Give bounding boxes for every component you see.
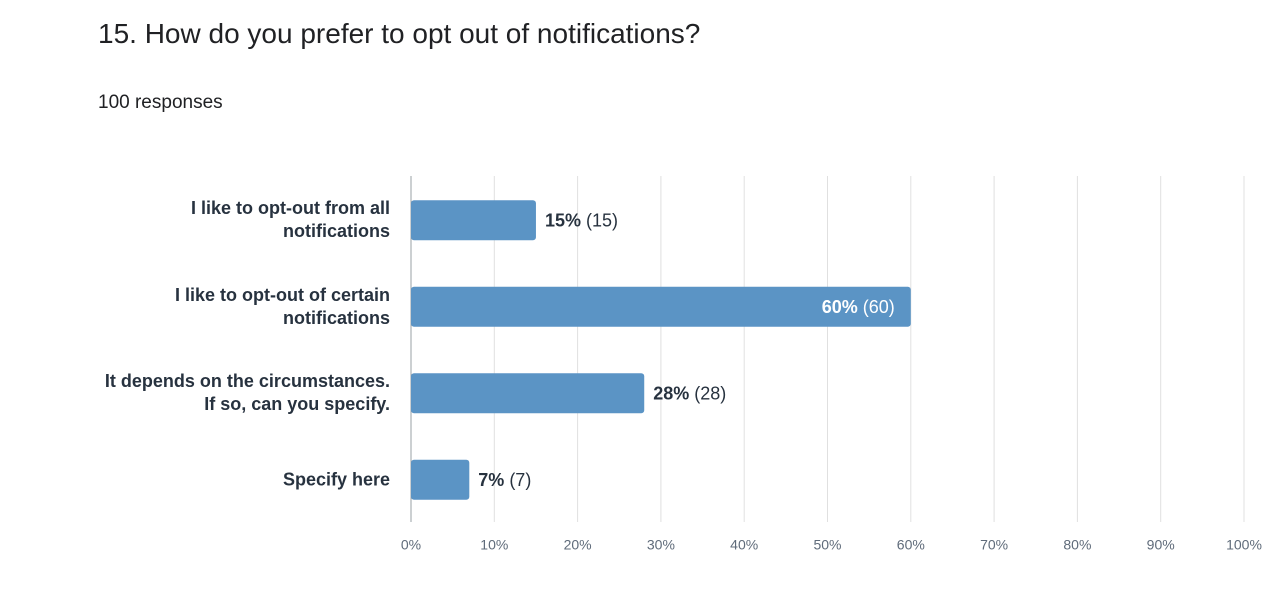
x-tick-label: 70% <box>980 537 1008 553</box>
x-tick-label: 80% <box>1063 537 1091 553</box>
value-label: 15% (15) <box>545 210 618 230</box>
x-tick-label: 10% <box>480 537 508 553</box>
bar <box>411 459 470 500</box>
bar <box>411 286 911 327</box>
chart-title: 15. How do you prefer to opt out of noti… <box>98 18 701 49</box>
x-tick-label: 100% <box>1226 537 1262 553</box>
x-tick-label: 30% <box>647 537 675 553</box>
category-label: I like to opt-out from all notifications <box>191 198 390 242</box>
chart-subtitle: 100 responses <box>98 92 223 113</box>
category-label: Specify here <box>282 469 390 490</box>
x-tick-label: 40% <box>730 537 758 553</box>
value-label: 28% (28) <box>653 383 726 403</box>
x-tick-label: 90% <box>1147 537 1175 553</box>
x-tick-label: 20% <box>564 537 592 553</box>
value-label: 7% (7) <box>478 470 531 490</box>
x-tick-label: 60% <box>897 537 925 553</box>
value-label: 60% (60) <box>822 297 895 317</box>
x-tick-label: 50% <box>813 537 841 553</box>
x-tick-label: 0% <box>401 537 421 553</box>
bar <box>411 373 645 414</box>
category-label: It depends on the circumstances. If so, … <box>104 371 390 415</box>
category-label: I like to opt-out of certain notificatio… <box>175 284 390 328</box>
bar <box>411 200 536 241</box>
